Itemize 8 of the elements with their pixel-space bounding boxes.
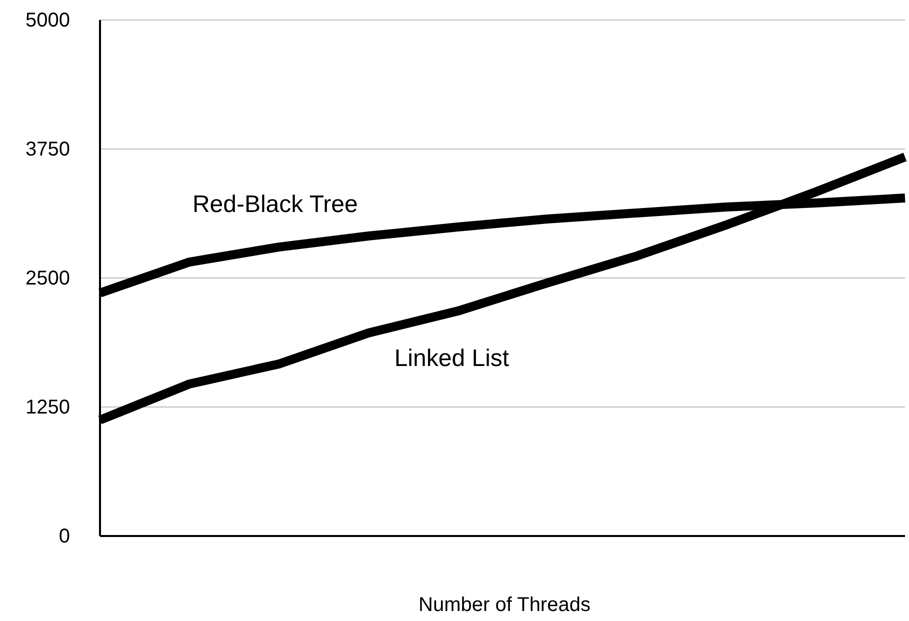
series-label: Linked List: [394, 345, 510, 372]
y-tick-label: 0: [58, 525, 70, 548]
series-label: Red-Black Tree: [192, 191, 358, 218]
y-tick-label: 5000: [26, 9, 70, 32]
y-tick-label: 2500: [26, 267, 70, 290]
y-tick-label: 1250: [26, 396, 70, 418]
x-axis-title: Number of Threads: [418, 594, 590, 616]
y-tick-label: 3750: [26, 138, 70, 160]
